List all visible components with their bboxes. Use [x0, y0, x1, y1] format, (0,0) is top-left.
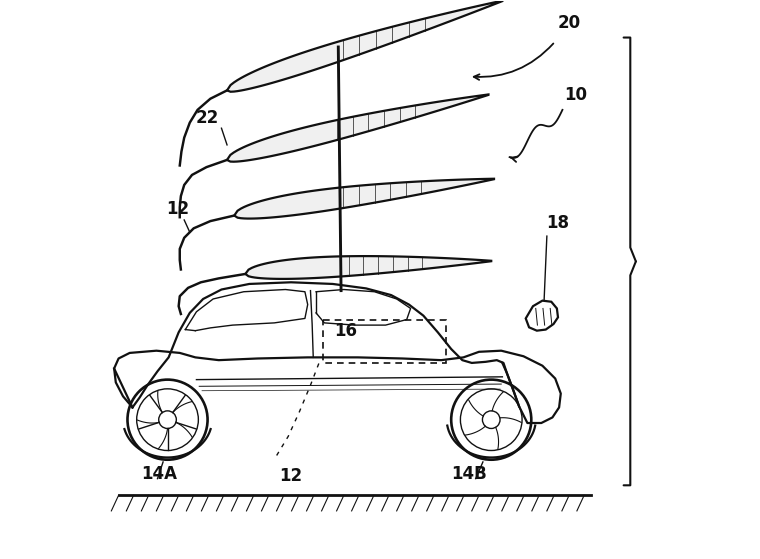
Text: 12: 12: [166, 200, 189, 218]
Polygon shape: [227, 94, 489, 162]
Polygon shape: [245, 256, 491, 279]
Text: 18: 18: [546, 214, 568, 233]
Text: 14A: 14A: [141, 465, 177, 482]
Bar: [323, 320, 445, 363]
Text: 20: 20: [558, 14, 581, 32]
Text: 16: 16: [334, 322, 357, 340]
Text: 10: 10: [565, 87, 587, 105]
Polygon shape: [227, 1, 502, 92]
Text: 22: 22: [195, 108, 219, 127]
Polygon shape: [234, 179, 494, 219]
Text: 12: 12: [279, 467, 302, 485]
Text: 14B: 14B: [451, 465, 487, 482]
